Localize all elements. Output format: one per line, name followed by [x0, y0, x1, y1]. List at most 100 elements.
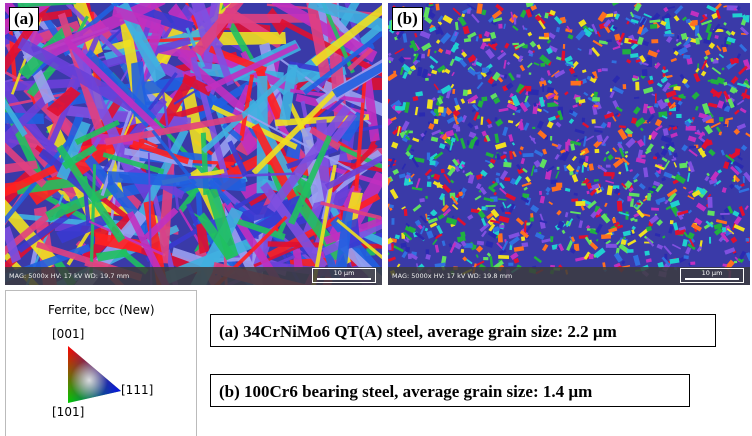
grain [537, 44, 542, 49]
grain [683, 187, 687, 190]
grain [705, 23, 711, 33]
grain [643, 87, 654, 94]
grain [512, 43, 519, 46]
grain [555, 154, 560, 160]
grain [485, 48, 495, 59]
grain [612, 60, 617, 63]
grain [512, 25, 519, 31]
grain [434, 84, 439, 91]
triangle-white [68, 346, 121, 403]
grain [662, 235, 666, 238]
grain [594, 129, 603, 133]
grain [562, 230, 566, 234]
grain [391, 142, 398, 149]
grain [740, 108, 747, 114]
grain [656, 49, 660, 53]
grain [534, 149, 544, 156]
grain [615, 157, 620, 159]
grain [708, 149, 715, 156]
grain [388, 178, 391, 188]
grain [679, 163, 687, 169]
grain [430, 64, 435, 69]
grain [737, 123, 746, 130]
grain [560, 149, 565, 153]
grain [721, 150, 725, 156]
grain [411, 149, 415, 152]
grain [668, 112, 672, 116]
grain [612, 3, 620, 6]
grain [710, 122, 720, 128]
grain [525, 176, 531, 182]
grain [572, 174, 579, 183]
grain [412, 96, 418, 101]
grain [572, 104, 577, 108]
grain [732, 13, 742, 17]
caption: (b) 100Cr6 bearing steel, average grain … [210, 374, 690, 407]
grain [714, 35, 718, 39]
grain [548, 116, 556, 122]
grain [729, 184, 735, 190]
grain [527, 32, 532, 37]
grain [689, 146, 696, 149]
grain [582, 165, 584, 172]
grain [498, 198, 507, 200]
grain [643, 104, 649, 114]
grain [530, 213, 533, 218]
ebsd-map-a: (a) MAG: 5000x HV: 17 kV WD: 19.7 mm 10 … [5, 3, 382, 285]
grain [556, 56, 562, 60]
grain [431, 129, 441, 135]
grain [667, 6, 675, 9]
grain [581, 183, 585, 185]
grain [415, 91, 423, 97]
ipf-triangle [6, 291, 196, 436]
grain [555, 122, 561, 128]
grain [729, 232, 732, 234]
grain [716, 219, 727, 224]
grain [670, 132, 678, 138]
grain [601, 213, 611, 223]
grain [683, 232, 688, 238]
grain [627, 196, 631, 201]
grain [613, 46, 621, 50]
grain [532, 127, 535, 129]
grain [547, 121, 554, 128]
grain [481, 218, 487, 226]
grain [481, 9, 486, 15]
grain [655, 197, 666, 204]
grain [399, 173, 406, 178]
grain [704, 176, 709, 182]
grain [452, 89, 455, 94]
grain [402, 71, 408, 78]
grain [708, 102, 718, 107]
grain [575, 129, 585, 135]
grain [582, 122, 589, 128]
grain [666, 36, 673, 43]
grain [688, 136, 697, 143]
grain [432, 239, 437, 245]
grain [710, 58, 714, 62]
grain [692, 20, 698, 24]
grain [569, 171, 574, 175]
grain [616, 106, 623, 112]
grain [468, 140, 475, 149]
grain [516, 217, 524, 225]
grain [476, 245, 483, 252]
grain [427, 216, 437, 218]
grain [591, 119, 595, 124]
grain [547, 87, 554, 93]
grain [550, 236, 554, 242]
grain [516, 74, 520, 78]
grain [512, 113, 515, 116]
grain [461, 249, 465, 253]
grain [653, 181, 660, 187]
grain [565, 188, 571, 192]
grain [651, 94, 655, 97]
grain [595, 149, 600, 153]
grain [534, 169, 538, 173]
grain [527, 62, 533, 68]
grain [498, 255, 509, 259]
grain [688, 210, 692, 214]
orientation-map [5, 3, 382, 285]
grain [455, 22, 459, 30]
grain [647, 193, 651, 201]
